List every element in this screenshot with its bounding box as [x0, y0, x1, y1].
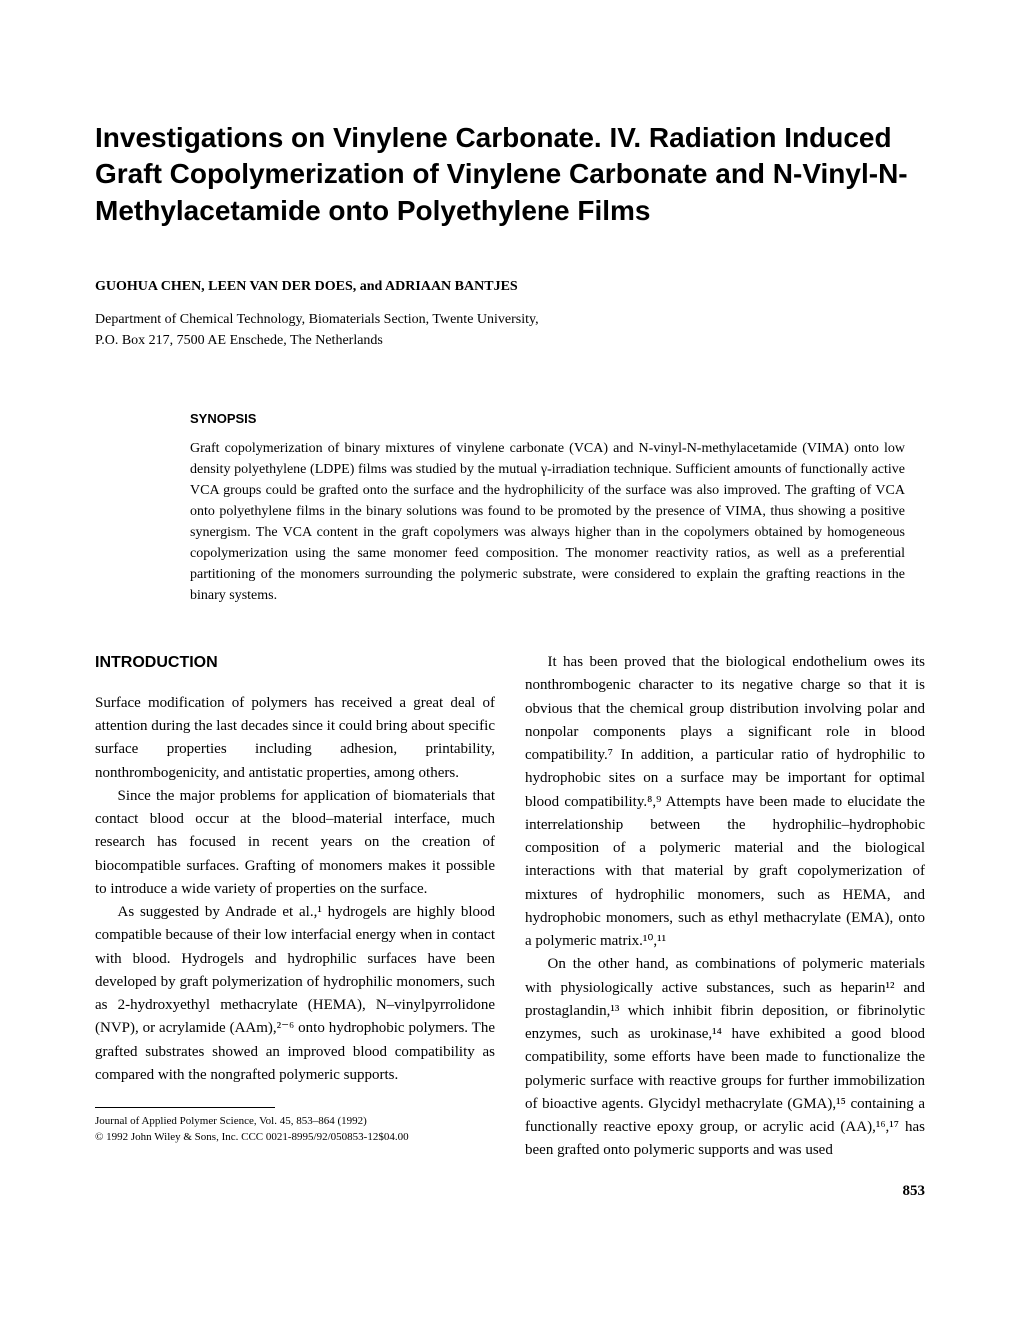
- affiliation: Department of Chemical Technology, Bioma…: [95, 309, 925, 351]
- left-column: INTRODUCTION Surface modification of pol…: [95, 651, 495, 1163]
- paragraph: On the other hand, as combinations of po…: [525, 953, 925, 1162]
- footnote-separator: [95, 1107, 275, 1108]
- synopsis-text: Graft copolymerization of binary mixture…: [190, 438, 905, 606]
- paragraph: As suggested by Andrade et al.,¹ hydroge…: [95, 901, 495, 1087]
- synopsis-heading: SYNOPSIS: [190, 411, 905, 426]
- right-column: It has been proved that the biological e…: [525, 651, 925, 1163]
- page-number: 853: [95, 1183, 925, 1200]
- journal-footnote: Journal of Applied Polymer Science, Vol.…: [95, 1114, 495, 1145]
- authors: GUOHUA CHEN, LEEN VAN DER DOES, and ADRI…: [95, 279, 925, 295]
- affiliation-line: P.O. Box 217, 7500 AE Enschede, The Neth…: [95, 330, 925, 351]
- synopsis-block: SYNOPSIS Graft copolymerization of binar…: [190, 411, 905, 606]
- article-title: Investigations on Vinylene Carbonate. IV…: [95, 120, 925, 229]
- affiliation-line: Department of Chemical Technology, Bioma…: [95, 309, 925, 330]
- paragraph: Surface modification of polymers has rec…: [95, 692, 495, 785]
- paragraph: Since the major problems for application…: [95, 785, 495, 901]
- footnote-line: © 1992 John Wiley & Sons, Inc. CCC 0021-…: [95, 1130, 495, 1145]
- two-column-body: INTRODUCTION Surface modification of pol…: [95, 651, 925, 1163]
- paragraph: It has been proved that the biological e…: [525, 651, 925, 953]
- footnote-line: Journal of Applied Polymer Science, Vol.…: [95, 1114, 495, 1129]
- section-heading-introduction: INTRODUCTION: [95, 651, 495, 676]
